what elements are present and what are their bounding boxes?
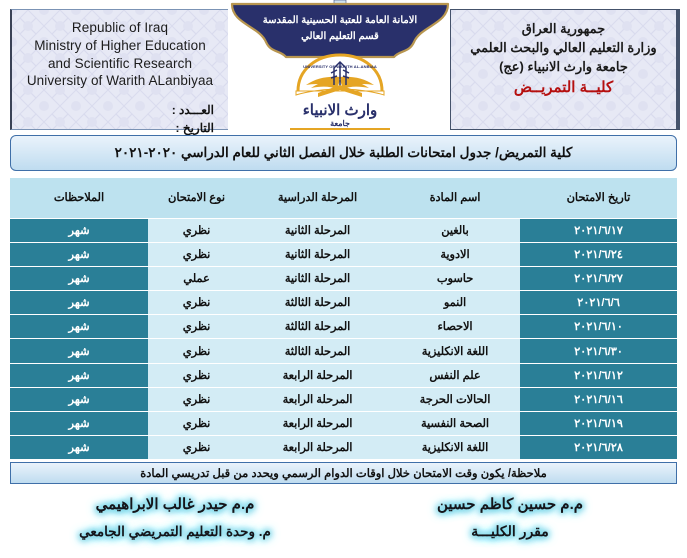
svg-text:وارث الانبياء: وارث الانبياء — [303, 102, 378, 119]
svg-text:قسم التعليم العالي: قسم التعليم العالي — [301, 31, 379, 42]
svg-text:جامعة: جامعة — [330, 119, 350, 128]
svg-text:الامانة العامة للعتبة الحسينية: الامانة العامة للعتبة الحسينية المقدسة — [263, 15, 418, 26]
